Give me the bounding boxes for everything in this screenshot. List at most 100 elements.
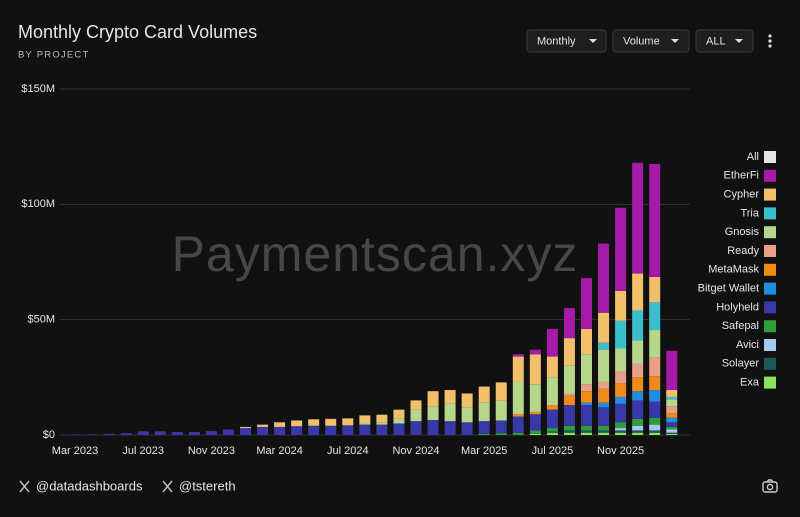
legend-swatch (764, 357, 776, 370)
x-tick-label: Jul 2025 (532, 445, 574, 457)
legend-label: All (747, 151, 759, 163)
bar-segment (376, 422, 388, 425)
x-tick-label: Jul 2023 (122, 445, 164, 457)
x-tick-label: Mar 2025 (461, 445, 507, 457)
bar-segment (461, 422, 473, 435)
bar-segment (615, 348, 627, 372)
bar-segment (649, 276, 661, 303)
bar-segment (529, 354, 541, 385)
bar-segment (478, 386, 490, 403)
bar-segment (529, 430, 541, 434)
dropdown-label[interactable]: ALL (706, 35, 726, 47)
legend-swatch (764, 151, 776, 163)
bar-segment (598, 388, 610, 403)
bar-segment (427, 406, 439, 421)
bar-segment (546, 356, 558, 378)
bar-segment (615, 432, 627, 435)
dropdown[interactable]: Volume (612, 29, 690, 53)
legend-swatch (764, 226, 776, 239)
bar-segment (103, 433, 115, 435)
menu-button[interactable] (768, 34, 772, 48)
dropdown-label[interactable]: Volume (623, 35, 660, 47)
camera-button[interactable] (762, 479, 778, 493)
bar-segment (546, 431, 558, 433)
bar-segment (632, 430, 644, 433)
bar-segment (478, 421, 490, 434)
bar-segment (512, 381, 524, 415)
bar-segment (563, 308, 575, 339)
footer-account[interactable]: @tstereth (162, 478, 236, 493)
bar-segment (581, 430, 592, 433)
x-tick-label: Nov 2025 (597, 445, 644, 457)
bar-segment (495, 400, 507, 421)
bar-segment (427, 420, 439, 435)
bar-segment (563, 338, 575, 366)
bar-segment (598, 425, 610, 431)
bar-segment (581, 425, 592, 431)
dropdown[interactable]: Monthly (526, 29, 607, 53)
y-tick-label: $50M (27, 314, 55, 326)
bar-segment (274, 422, 286, 427)
bar-segment (598, 407, 610, 426)
bar-segment (598, 312, 610, 343)
bar-segment (666, 406, 678, 414)
bar-segment (546, 409, 558, 429)
bar-segment (632, 162, 644, 274)
bar-segment (325, 418, 337, 426)
bar-segment (615, 207, 627, 291)
account-label[interactable]: @datadashboards (36, 478, 143, 493)
bar-segment (666, 432, 678, 434)
bar-segment (444, 421, 456, 435)
bar-segment (563, 405, 575, 426)
legend-swatch (764, 169, 776, 182)
bar-segment (478, 402, 490, 422)
bar-segment (581, 384, 592, 392)
dropdown-label[interactable]: Monthly (537, 35, 576, 47)
account-label[interactable]: @tstereth (179, 478, 236, 493)
legend-label: EtherFi (724, 170, 759, 182)
footer-account[interactable]: @datadashboards (19, 478, 143, 493)
bar-segment (632, 432, 644, 435)
legend-label: MetaMask (708, 264, 759, 276)
bar-segment (615, 396, 627, 404)
bar-segment (222, 429, 234, 435)
legend-swatch (764, 263, 776, 276)
dropdown[interactable]: ALL (695, 29, 754, 53)
bar-segment (154, 431, 166, 435)
bar-segment (666, 396, 678, 400)
bar-segment (615, 430, 627, 433)
bar-segment (649, 424, 661, 431)
bar-segment (529, 433, 541, 435)
bar-segment (342, 425, 354, 435)
bar-segment (563, 393, 575, 396)
y-tick-label: $100M (21, 198, 55, 210)
bar-segment (478, 433, 490, 435)
bar-segment (649, 430, 661, 433)
bar-segment (359, 415, 371, 424)
bar-segment (649, 376, 661, 391)
legend-label: Exa (740, 377, 760, 389)
legend-label: Safepal (722, 320, 759, 332)
legend-label: Avici (736, 339, 759, 351)
bar-segment (598, 430, 610, 433)
legend-swatch (764, 301, 776, 314)
bar-segment (581, 402, 592, 406)
bar-segment (649, 417, 661, 425)
bar-segment (410, 409, 422, 422)
bar-segment (649, 302, 661, 331)
bar-segment (376, 424, 388, 435)
bar-segment (649, 330, 661, 358)
bar-segment (529, 411, 541, 415)
bar-segment (546, 377, 558, 406)
bar-segment (615, 422, 627, 429)
legend-label: Gnosis (725, 226, 760, 238)
bar-segment (649, 163, 661, 277)
bar-segment (666, 433, 678, 435)
y-tick-label: $0 (43, 429, 55, 441)
bar-segment (598, 381, 610, 389)
bar-segment (291, 420, 303, 427)
bar-segment (427, 391, 439, 407)
legend-label: Bitget Wallet (698, 283, 759, 295)
bar-segment (495, 382, 507, 401)
